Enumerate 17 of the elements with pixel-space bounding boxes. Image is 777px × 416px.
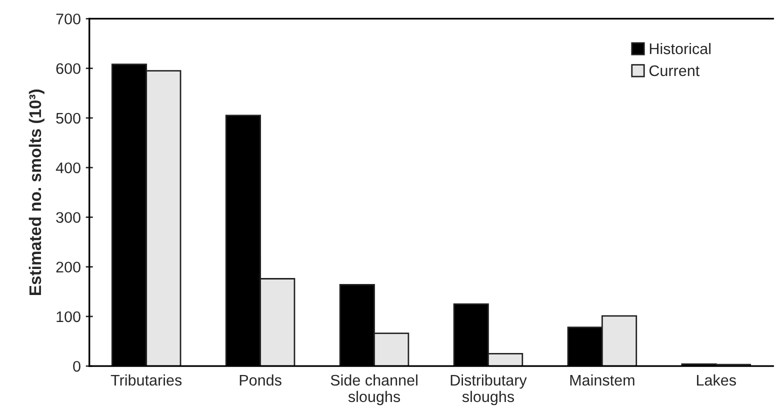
x-tick-label: Ponds — [240, 374, 282, 386]
legend-label: Current — [649, 65, 700, 76]
y-tick-label: 100 — [56, 311, 80, 322]
legend-label: Historical — [650, 42, 710, 54]
x-tick-label: Side channel sloughs — [330, 374, 418, 406]
x-tick-label: Distributary sloughs — [450, 374, 527, 406]
y-tick-label: 600 — [56, 63, 80, 74]
y-tick-label: 400 — [56, 162, 80, 174]
y-tick-label: 500 — [56, 112, 80, 124]
y-axis-title: Estimated no. smolts (10³) — [28, 90, 44, 295]
y-tick-label: 200 — [56, 262, 80, 273]
x-tick-label: Lakes — [697, 374, 736, 386]
x-tick-label: Mainstem — [570, 374, 634, 386]
y-tick-label: 700 — [56, 14, 80, 24]
y-tick-label: 0 — [73, 360, 80, 372]
y-tick-label: 300 — [56, 212, 80, 223]
x-tick-label: Tributaries — [110, 374, 182, 386]
